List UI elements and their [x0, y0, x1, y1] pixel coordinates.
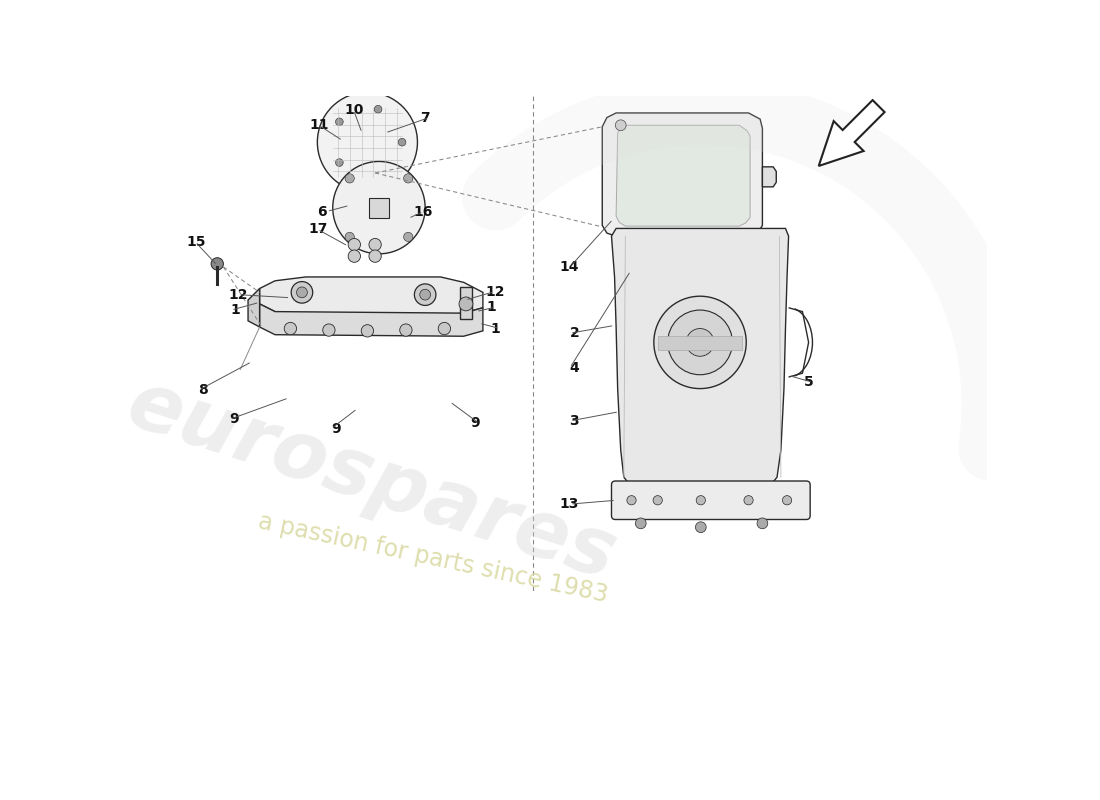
Text: 2: 2 [570, 326, 579, 340]
Text: 9: 9 [331, 422, 341, 436]
Circle shape [653, 496, 662, 505]
Text: 9: 9 [470, 416, 480, 430]
Bar [368, 198, 389, 218]
Text: 9: 9 [229, 413, 239, 426]
Text: 5: 5 [804, 375, 814, 390]
Circle shape [297, 287, 307, 298]
Circle shape [639, 239, 704, 304]
Circle shape [368, 238, 382, 250]
Polygon shape [603, 113, 762, 237]
Text: 11: 11 [310, 118, 329, 132]
Circle shape [361, 325, 374, 337]
Bar [460, 287, 472, 319]
Circle shape [398, 138, 406, 146]
Circle shape [615, 120, 626, 130]
Text: 12: 12 [229, 288, 249, 302]
Text: 4: 4 [570, 361, 579, 375]
Circle shape [636, 518, 646, 529]
Circle shape [656, 246, 662, 253]
Text: 14: 14 [560, 260, 579, 274]
FancyBboxPatch shape [612, 481, 810, 519]
Text: 1: 1 [486, 300, 496, 314]
Polygon shape [762, 167, 777, 187]
Circle shape [322, 324, 335, 336]
Polygon shape [260, 277, 483, 315]
Circle shape [336, 118, 343, 126]
Text: 1: 1 [491, 322, 501, 335]
Circle shape [211, 258, 223, 270]
Circle shape [374, 171, 382, 179]
Text: 13: 13 [560, 497, 579, 511]
Circle shape [696, 496, 705, 505]
Circle shape [438, 322, 451, 334]
Polygon shape [616, 126, 750, 226]
Circle shape [404, 174, 412, 183]
Circle shape [694, 269, 700, 274]
Circle shape [404, 232, 412, 242]
Polygon shape [631, 262, 651, 278]
Circle shape [374, 106, 382, 113]
Circle shape [656, 290, 662, 297]
Circle shape [332, 162, 425, 254]
Circle shape [399, 324, 412, 336]
Bar [658, 336, 742, 350]
Text: eurospares: eurospares [118, 366, 625, 597]
Circle shape [744, 496, 754, 505]
Polygon shape [249, 289, 260, 327]
Circle shape [782, 496, 792, 505]
Text: 1: 1 [231, 303, 241, 317]
Text: 12: 12 [485, 285, 505, 298]
Polygon shape [260, 304, 483, 336]
Polygon shape [818, 100, 884, 166]
Circle shape [459, 297, 473, 311]
Circle shape [348, 250, 361, 262]
Circle shape [292, 282, 312, 303]
Circle shape [317, 92, 418, 192]
Text: 8: 8 [198, 383, 208, 397]
Text: 15: 15 [186, 235, 206, 250]
Circle shape [653, 296, 746, 389]
Text: a passion for parts since 1983: a passion for parts since 1983 [256, 509, 609, 607]
Text: 7: 7 [420, 110, 429, 125]
Circle shape [420, 290, 430, 300]
Text: 6: 6 [318, 205, 327, 218]
Circle shape [686, 329, 714, 356]
Circle shape [284, 322, 297, 334]
Circle shape [681, 290, 688, 297]
Circle shape [368, 250, 382, 262]
Text: 3: 3 [570, 414, 579, 428]
Text: 10: 10 [344, 103, 364, 117]
Circle shape [695, 522, 706, 533]
Text: 17: 17 [308, 222, 328, 236]
Circle shape [348, 238, 361, 250]
Circle shape [668, 310, 733, 374]
Polygon shape [612, 229, 789, 489]
Circle shape [644, 269, 649, 274]
Circle shape [345, 174, 354, 183]
Circle shape [652, 253, 691, 290]
Circle shape [681, 246, 688, 253]
Circle shape [336, 158, 343, 166]
Circle shape [345, 232, 354, 242]
Circle shape [415, 284, 436, 306]
Circle shape [627, 496, 636, 505]
Circle shape [757, 518, 768, 529]
Text: 16: 16 [414, 205, 433, 218]
